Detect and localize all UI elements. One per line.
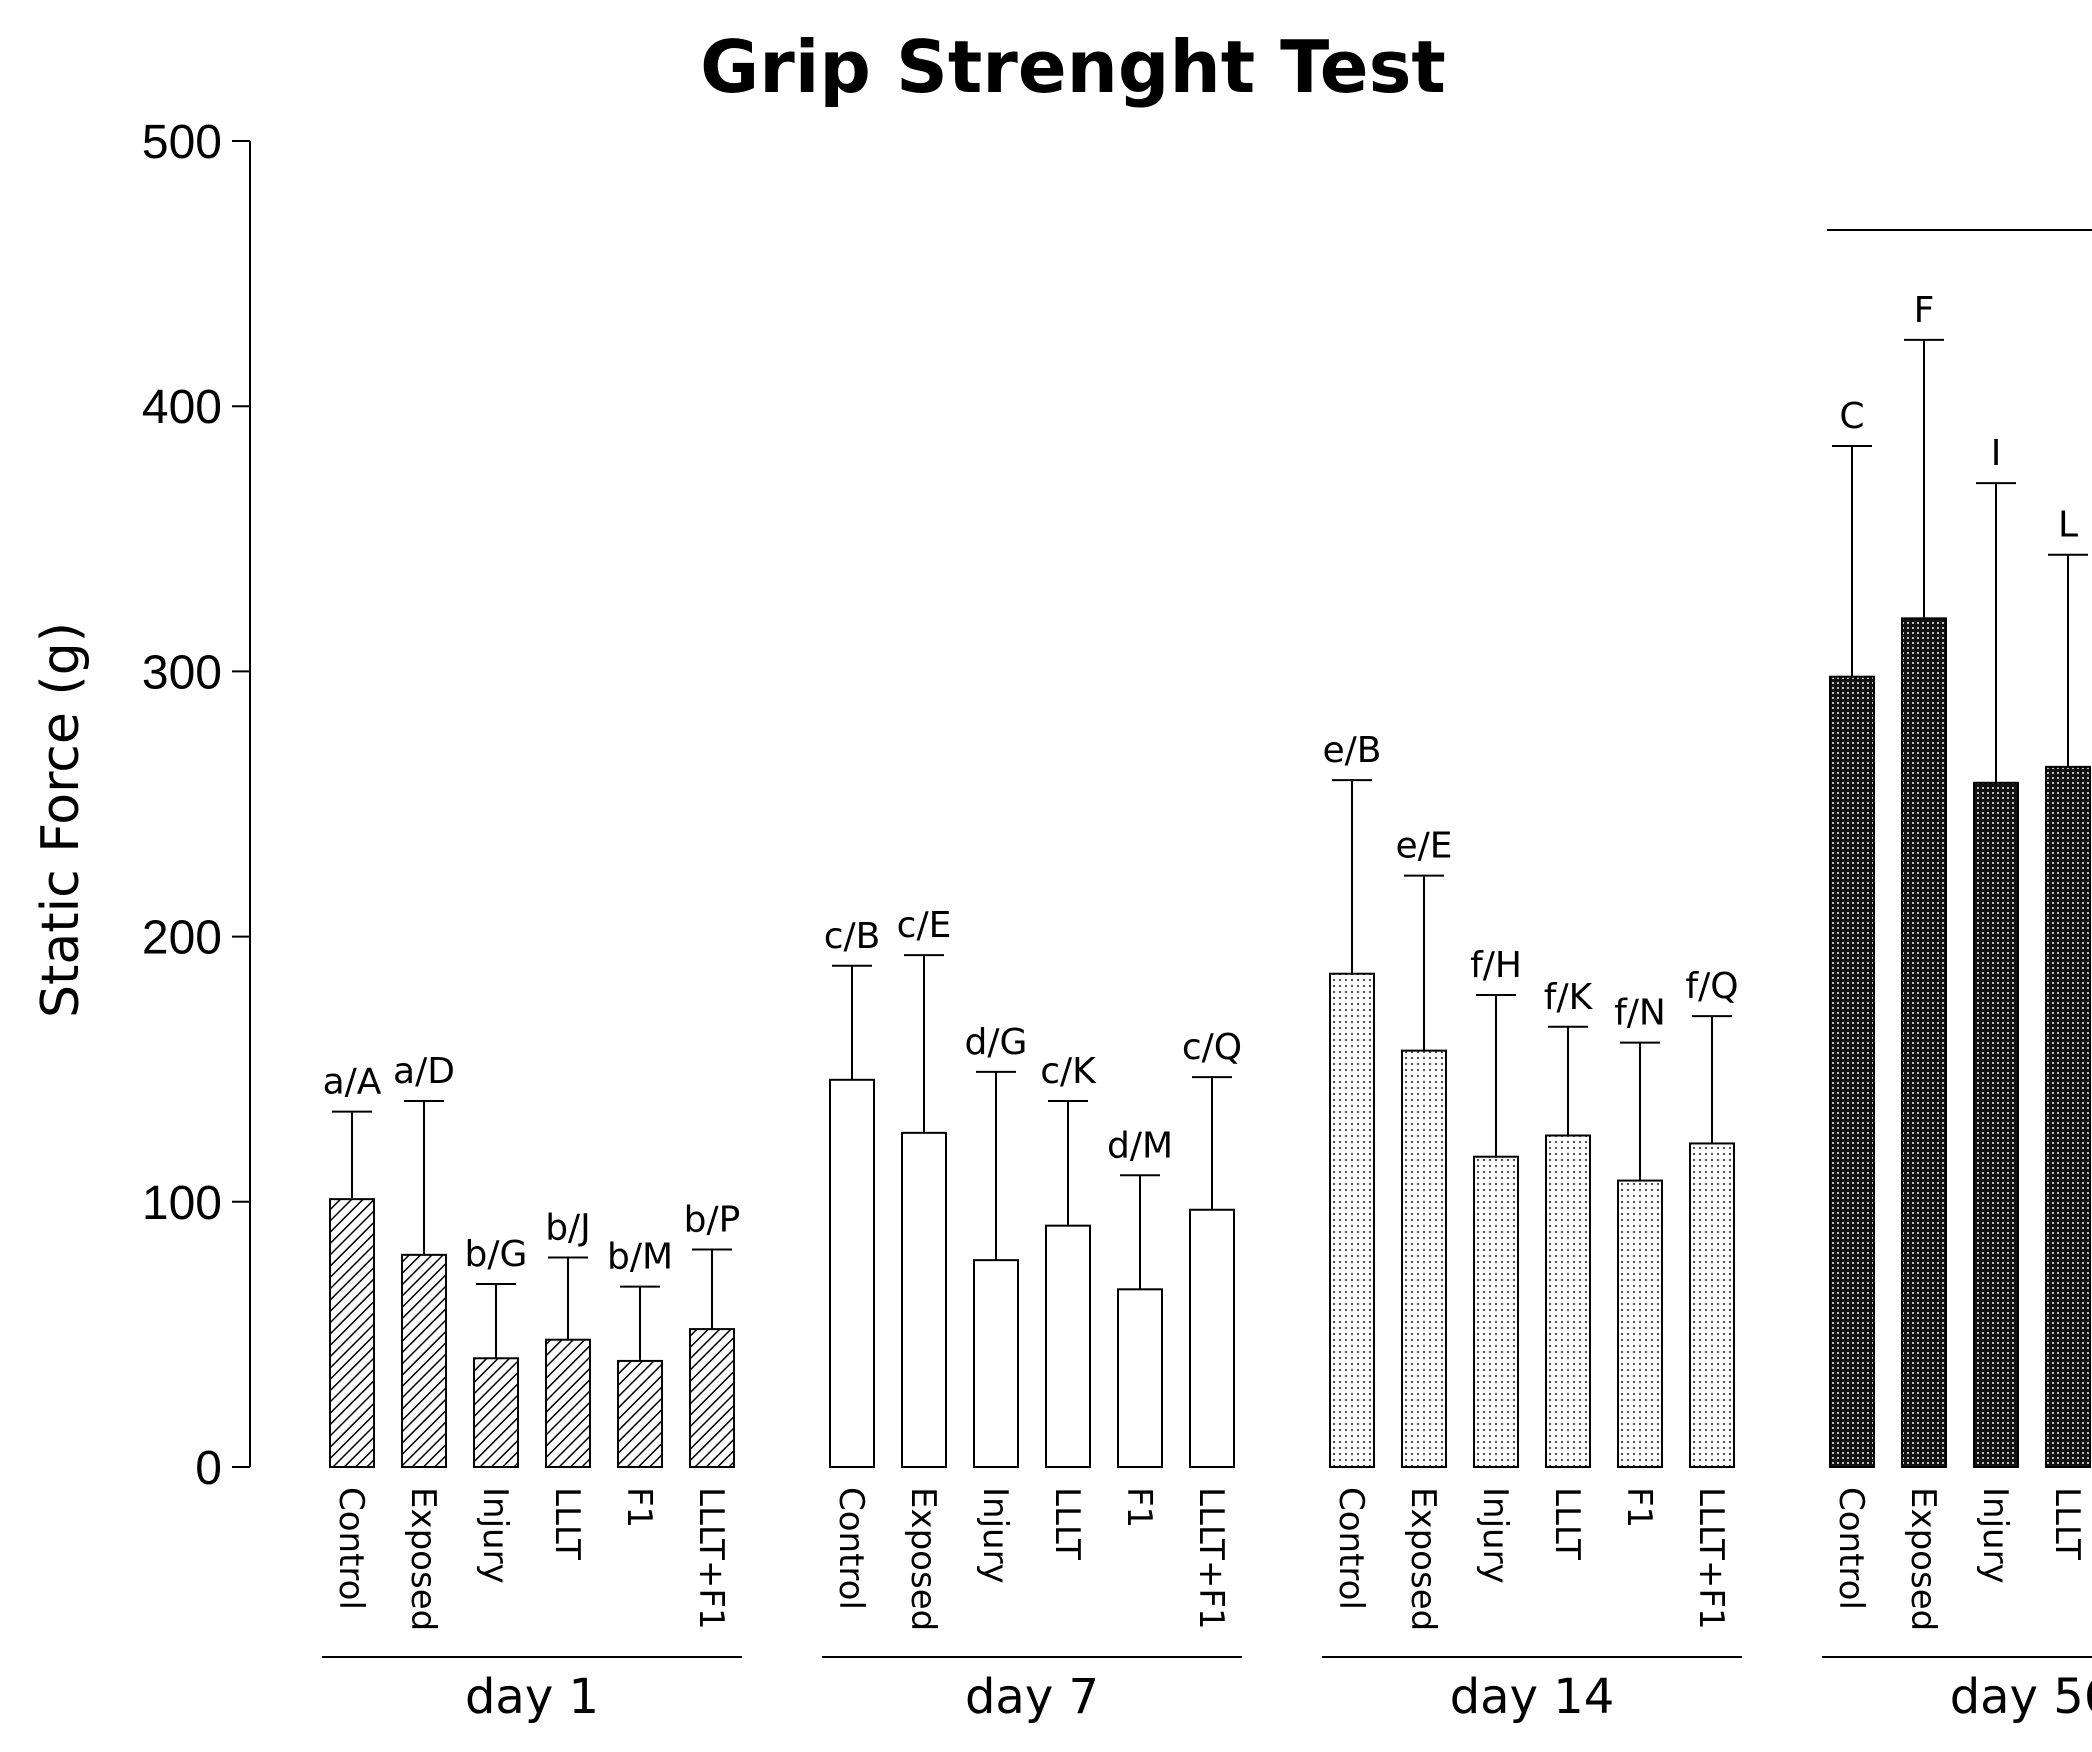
bar [1617,1179,1663,1468]
group-label: day 14 [1450,1669,1615,1725]
category-label: F1 [1619,1487,1659,1528]
category-label: Injury [975,1487,1015,1584]
bar [1473,1155,1519,1468]
bar [1689,1142,1735,1469]
category-label: LLLT [1547,1487,1587,1560]
category-label: Exposed [1403,1487,1443,1631]
significance-label: f/N [1614,993,1666,1034]
significance-label: f/K [1544,977,1594,1018]
significance-label: a/A [323,1062,382,1103]
group-label: day 7 [965,1669,1099,1725]
significance-label: b/G [465,1234,528,1275]
y-tick-label: 0 [195,1442,222,1495]
category-label: Exposed [1903,1487,1943,1631]
category-label: Injury [1475,1487,1515,1584]
significance-label: c/B [824,916,881,957]
bar [329,1198,375,1468]
significance-label: a/D [393,1051,455,1092]
significance-label: c/E [897,905,952,946]
bar [2045,765,2091,1468]
significance-label: b/M [607,1237,673,1278]
bar [1045,1224,1091,1468]
bar [829,1078,875,1468]
category-label: Control [831,1487,871,1610]
category-label: LLLT+F1 [1691,1487,1731,1630]
significance-label: b/J [545,1207,591,1248]
plot-area: 0 100 200 300 400 500 a/A Control a/D Exposed b/G I… [142,116,2092,1725]
significance-label: C [1839,396,1864,437]
group-label: day 1 [465,1669,599,1725]
category-label: LLLT [2047,1487,2087,1560]
bar [1189,1208,1235,1468]
significance-label: L [2058,505,2078,546]
category-label: Control [331,1487,371,1610]
significance-label: I [1991,433,2002,474]
bar [545,1338,591,1468]
significance-label: f/Q [1685,966,1738,1007]
category-label: Control [1831,1487,1871,1610]
significance-label: d/G [965,1022,1028,1063]
significance-label: e/E [1395,826,1452,867]
significance-label: d/M [1107,1125,1173,1166]
category-label: Injury [475,1487,515,1584]
significance-label: b/P [684,1200,741,1241]
y-tick-label: 200 [142,912,222,965]
bar [901,1131,947,1469]
category-label: LLLT+F1 [691,1487,731,1630]
bar [1329,972,1375,1469]
bar [689,1328,735,1468]
bar [1117,1288,1163,1469]
y-tick-label: 100 [142,1177,222,1230]
bar [1545,1134,1591,1468]
category-label: LLLT [547,1487,587,1560]
category-label: LLLT [1047,1487,1087,1560]
category-label: F1 [1119,1487,1159,1528]
bar [617,1359,663,1469]
y-tick-label: 500 [142,116,222,169]
category-label: Injury [1975,1487,2015,1584]
significance-label: F [1914,290,1935,331]
chart-title: Grip Strenght Test [700,25,1446,109]
significance-label: c/K [1040,1051,1097,1092]
significance-label: f/H [1470,945,1522,986]
category-label: Control [1331,1487,1371,1610]
bar [1829,675,1875,1468]
category-label: LLLT+F1 [1191,1487,1231,1630]
y-tick-label: 400 [142,381,222,434]
bar [401,1253,447,1468]
y-tick-label: 300 [142,646,222,699]
bar [473,1357,519,1468]
bar [1901,617,1947,1468]
category-label: Exposed [403,1487,443,1631]
significance-label: c/Q [1182,1027,1242,1068]
significance-label: e/B [1323,730,1382,771]
category-label: F1 [619,1487,659,1528]
y-axis-label: Static Force (g) [31,622,91,1018]
group-label: day 56 [1950,1669,2092,1725]
bar [973,1259,1019,1469]
bar [1401,1049,1447,1468]
bar [1973,781,2019,1468]
category-label: Exposed [903,1487,943,1631]
